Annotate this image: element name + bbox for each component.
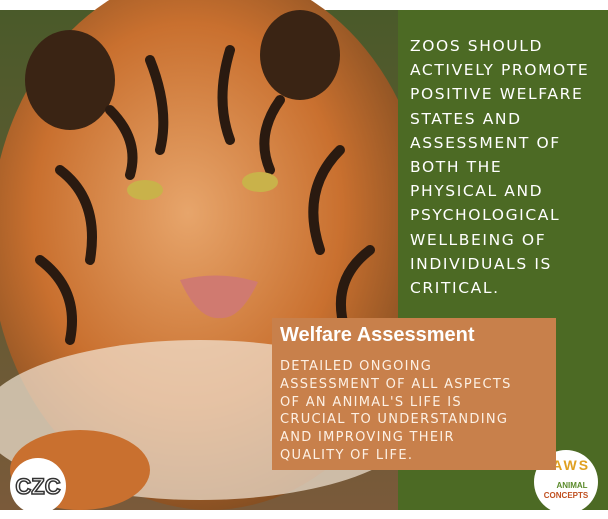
graphic: CZC PAWS ANIMAL CONCEPTS ZOOS SHOULDACTI… xyxy=(0,0,608,519)
tiger-ear xyxy=(260,10,340,100)
text-line: ACTIVELY PROMOTE xyxy=(410,58,589,82)
text-line: CRUCIAL TO UNDERSTANDING xyxy=(280,411,556,429)
logo-right-line: CONCEPTS xyxy=(544,491,589,500)
text-line: ZOOS SHOULD xyxy=(410,34,589,58)
text-line: CRITICAL. xyxy=(410,276,589,300)
text-line: BOTH THE xyxy=(410,155,589,179)
text-line: ASSESSMENT OF xyxy=(410,131,589,155)
logo-left-text: CZC xyxy=(15,474,60,499)
text-line: WELLBEING OF xyxy=(410,228,589,252)
callout-title: Welfare Assessment xyxy=(272,318,556,354)
text-line: DETAILED ONGOING xyxy=(280,358,556,376)
text-line: PSYCHOLOGICAL xyxy=(410,203,589,227)
text-line: QUALITY OF LIFE. xyxy=(280,447,556,465)
text-line: OF AN ANIMAL'S LIFE IS xyxy=(280,394,556,412)
text-line: PHYSICAL AND xyxy=(410,179,589,203)
tiger-eye xyxy=(242,172,278,192)
logo-right-line: ANIMAL xyxy=(556,481,587,490)
text-line: AND IMPROVING THEIR xyxy=(280,429,556,447)
tiger-ear xyxy=(25,30,115,130)
text-line: POSITIVE WELFARE xyxy=(410,82,589,106)
tiger-eye xyxy=(127,180,163,200)
text-line: STATES AND xyxy=(410,107,589,131)
text-line: ASSESSMENT OF ALL ASPECTS xyxy=(280,376,556,394)
text-line: INDIVIDUALS IS xyxy=(410,252,589,276)
